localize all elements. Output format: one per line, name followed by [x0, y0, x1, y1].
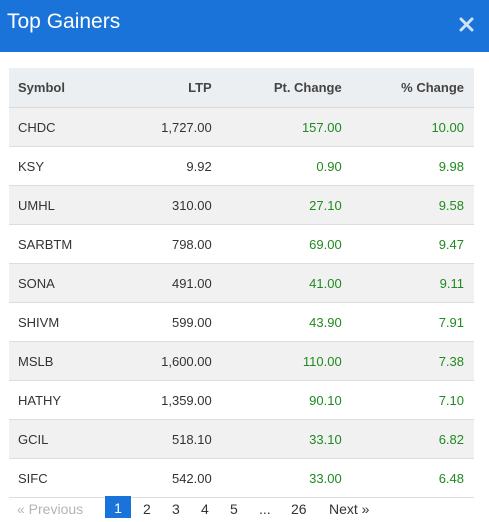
- cell-symbol: HATHY: [9, 380, 117, 420]
- close-button[interactable]: [454, 12, 478, 36]
- previous-page-link[interactable]: « Previous: [17, 501, 84, 517]
- column-header-pt-change[interactable]: Pt. Change: [211, 68, 342, 108]
- cell-pct-change: 10.00: [341, 107, 474, 147]
- cell-ltp: 1,359.00: [116, 380, 212, 420]
- column-header-symbol[interactable]: Symbol: [9, 68, 117, 108]
- cell-symbol: GCIL: [9, 419, 117, 459]
- cell-ltp: 491.00: [116, 263, 212, 303]
- table-row[interactable]: GCIL 518.10 33.10 6.82: [9, 419, 474, 459]
- cell-symbol: CHDC: [9, 107, 117, 147]
- modal-header: Top Gainers: [0, 0, 489, 52]
- page-link-3[interactable]: 3: [172, 501, 180, 517]
- cell-pct-change: 9.98: [341, 146, 474, 186]
- cell-ltp: 798.00: [116, 224, 212, 264]
- cell-pct-change: 7.10: [341, 380, 474, 420]
- pagination: « Previous 1 2 3 4 5 ... 26 Next »: [0, 496, 489, 522]
- cell-pct-change: 6.82: [341, 419, 474, 459]
- cell-ltp: 9.92: [116, 146, 212, 186]
- table-row[interactable]: SHIVM 599.00 43.90 7.91: [9, 302, 474, 342]
- table-row[interactable]: SIFC 542.00 33.00 6.48: [9, 458, 474, 498]
- cell-pct-change: 9.11: [341, 263, 474, 303]
- table-row[interactable]: KSY 9.92 0.90 9.98: [9, 146, 474, 186]
- modal-title: Top Gainers: [7, 10, 121, 33]
- cell-pt-change: 33.10: [211, 419, 342, 459]
- page-ellipsis: ...: [259, 501, 271, 517]
- cell-pt-change: 110.00: [211, 341, 342, 381]
- cell-pt-change: 43.90: [211, 302, 342, 342]
- cell-ltp: 1,727.00: [116, 107, 212, 147]
- column-header-ltp[interactable]: LTP: [116, 68, 212, 108]
- column-header-pct-change[interactable]: % Change: [341, 68, 474, 108]
- cell-pt-change: 0.90: [211, 146, 342, 186]
- cell-ltp: 518.10: [116, 419, 212, 459]
- cell-symbol: SONA: [9, 263, 117, 303]
- cell-ltp: 310.00: [116, 185, 212, 225]
- close-icon: [459, 17, 473, 31]
- cell-pt-change: 41.00: [211, 263, 342, 303]
- cell-pct-change: 7.91: [341, 302, 474, 342]
- table-row[interactable]: UMHL 310.00 27.10 9.58: [9, 185, 474, 225]
- cell-pct-change: 7.38: [341, 341, 474, 381]
- cell-symbol: KSY: [9, 146, 117, 186]
- table-row[interactable]: HATHY 1,359.00 90.10 7.10: [9, 380, 474, 420]
- cell-pt-change: 157.00: [211, 107, 342, 147]
- page-link-1[interactable]: 1: [105, 496, 131, 518]
- cell-pct-change: 6.48: [341, 458, 474, 498]
- top-gainers-table: Symbol LTP Pt. Change % Change CHDC 1,727…: [9, 68, 474, 498]
- cell-pt-change: 90.10: [211, 380, 342, 420]
- page-link-5[interactable]: 5: [230, 501, 238, 517]
- next-page-link[interactable]: Next »: [329, 501, 370, 517]
- table-row[interactable]: SARBTM 798.00 69.00 9.47: [9, 224, 474, 264]
- cell-ltp: 1,600.00: [116, 341, 212, 381]
- page-link-4[interactable]: 4: [201, 501, 209, 517]
- cell-symbol: UMHL: [9, 185, 117, 225]
- table-row[interactable]: MSLB 1,600.00 110.00 7.38: [9, 341, 474, 381]
- cell-ltp: 542.00: [116, 458, 212, 498]
- cell-pt-change: 27.10: [211, 185, 342, 225]
- table-row[interactable]: CHDC 1,727.00 157.00 10.00: [9, 107, 474, 147]
- table-header-row: Symbol LTP Pt. Change % Change: [9, 68, 474, 108]
- cell-symbol: SIFC: [9, 458, 117, 498]
- cell-pct-change: 9.47: [341, 224, 474, 264]
- cell-symbol: SARBTM: [9, 224, 117, 264]
- cell-pt-change: 33.00: [211, 458, 342, 498]
- cell-symbol: MSLB: [9, 341, 117, 381]
- page-link-2[interactable]: 2: [143, 501, 151, 517]
- cell-ltp: 599.00: [116, 302, 212, 342]
- cell-symbol: SHIVM: [9, 302, 117, 342]
- cell-pct-change: 9.58: [341, 185, 474, 225]
- page-link-26[interactable]: 26: [291, 501, 307, 517]
- table-row[interactable]: SONA 491.00 41.00 9.11: [9, 263, 474, 303]
- cell-pt-change: 69.00: [211, 224, 342, 264]
